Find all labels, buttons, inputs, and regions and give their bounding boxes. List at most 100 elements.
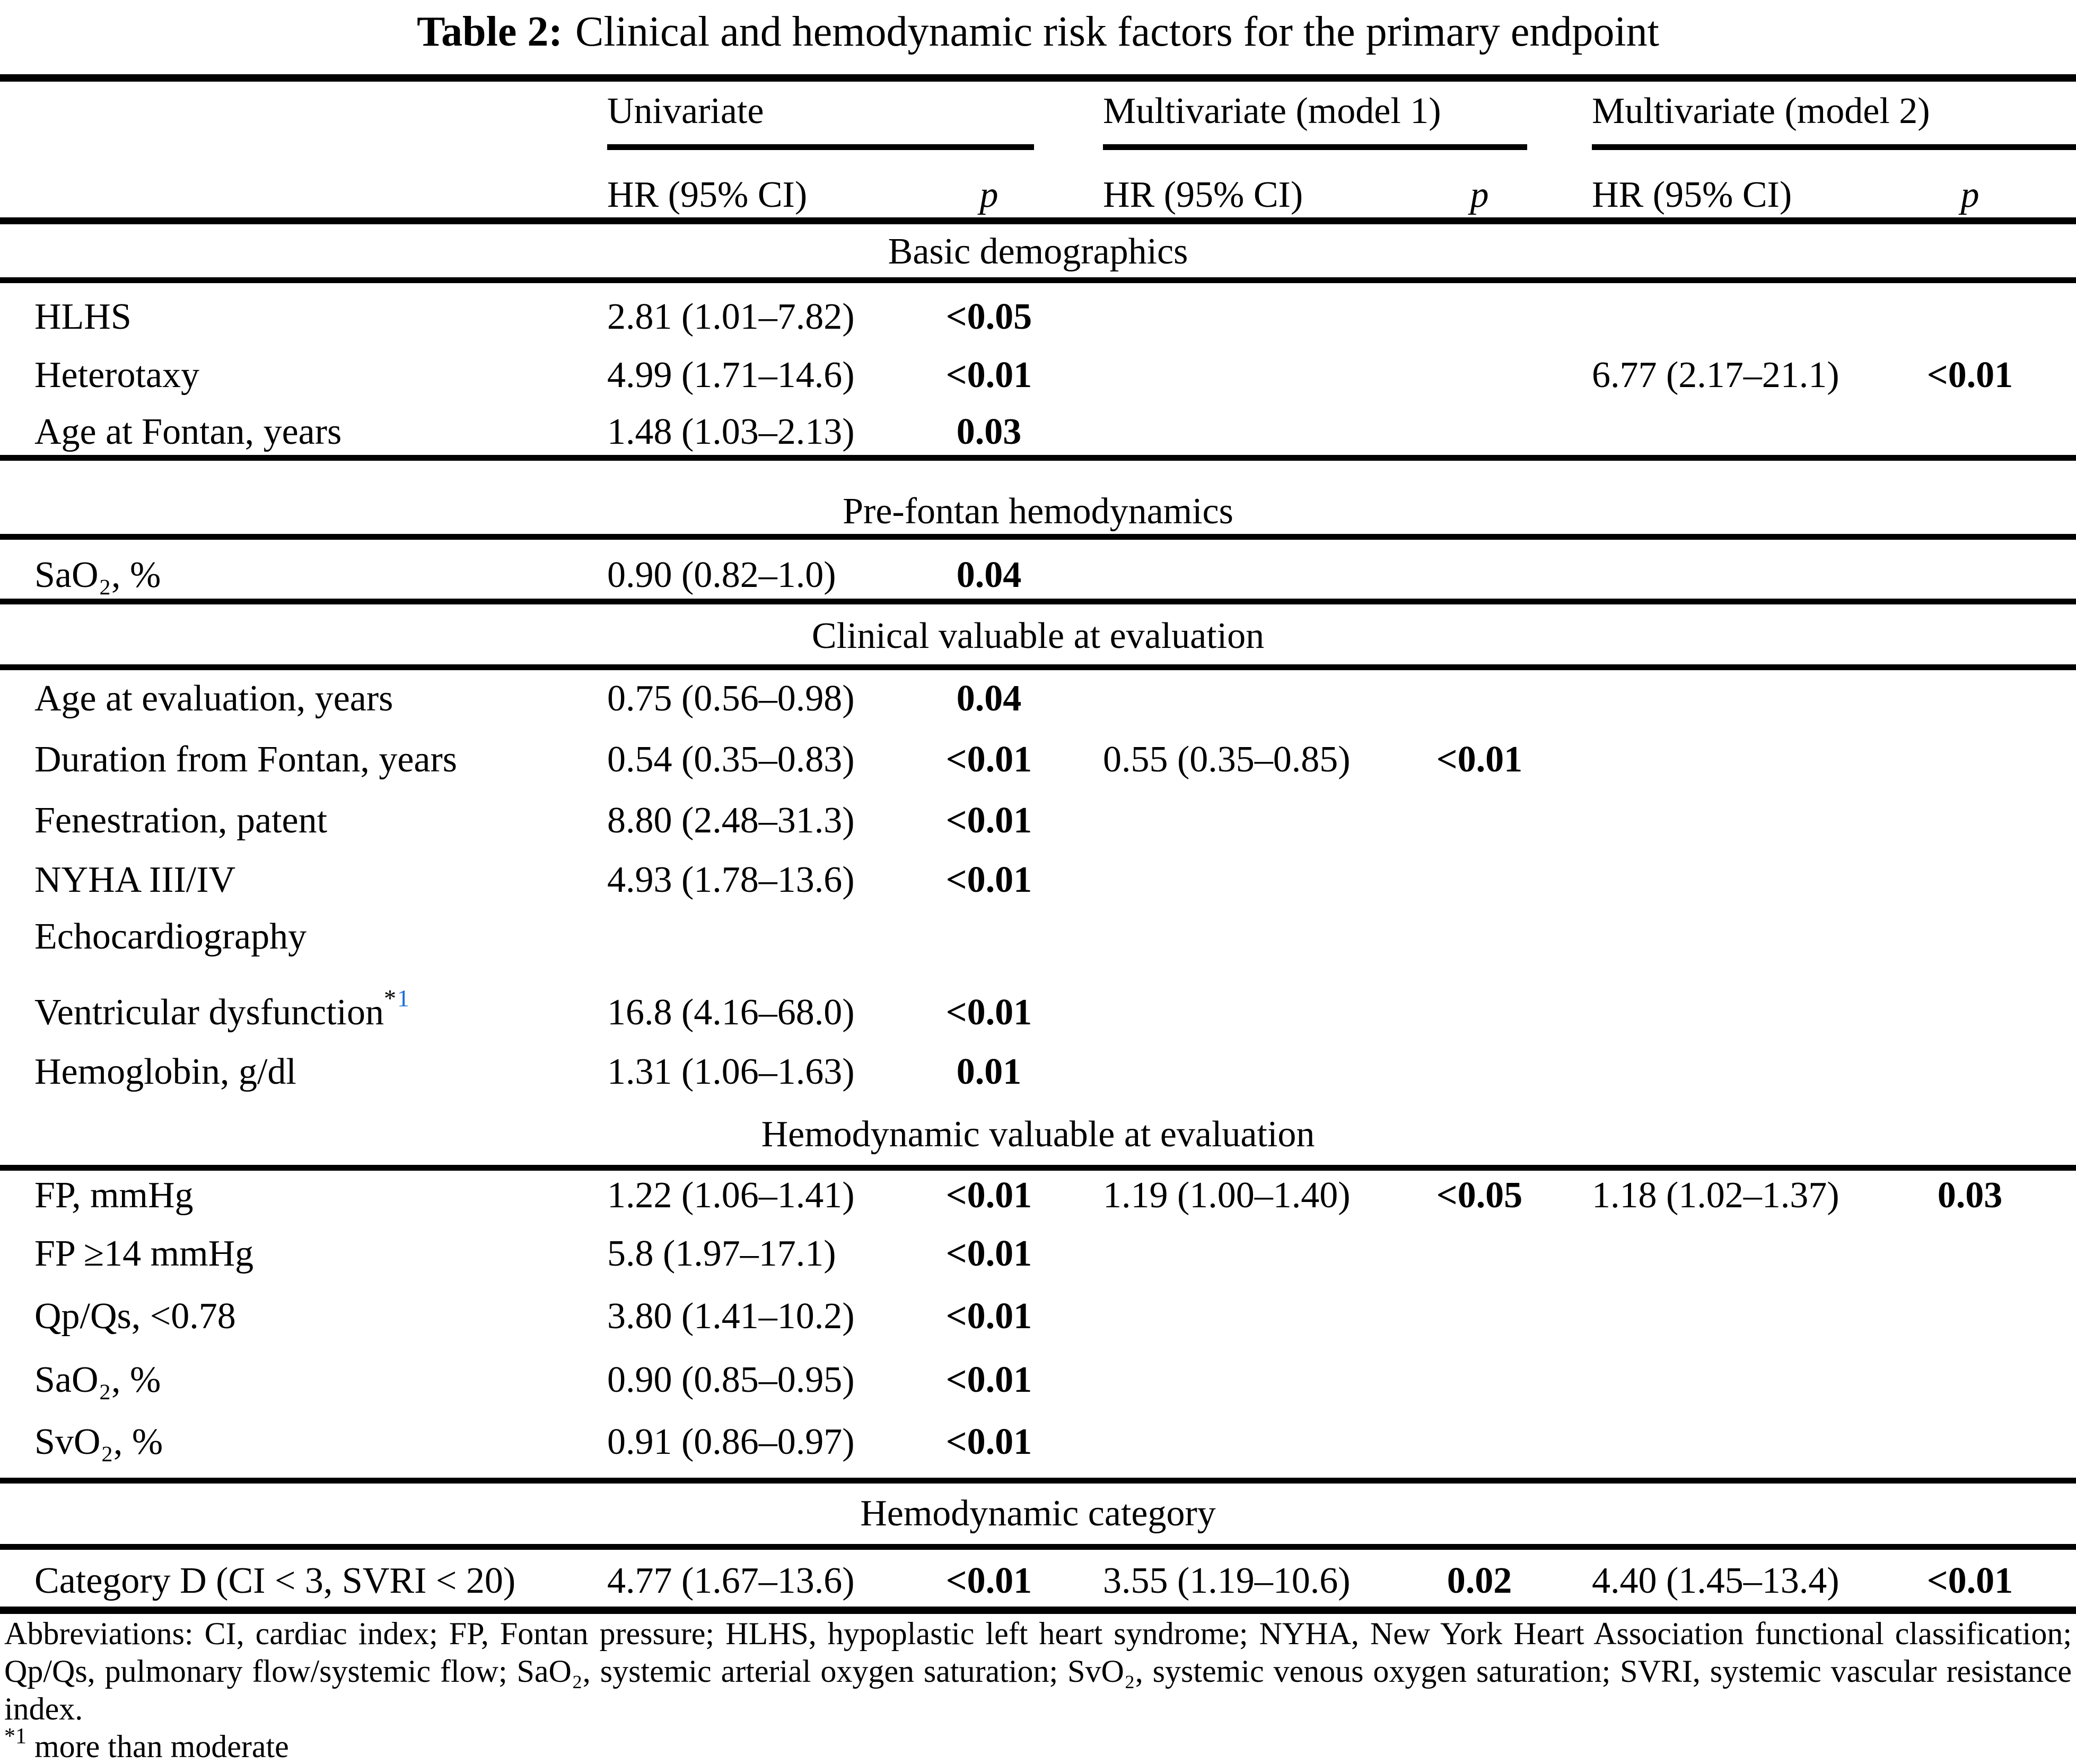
subheader-hr-univariate: HR (95% CI) (607, 174, 808, 215)
univariate-p-value: 0.01 (956, 1051, 1022, 1092)
row-label: FP ≥14 mmHg (34, 1233, 254, 1274)
model2-hr-value: 1.18 (1.02–1.37) (1592, 1175, 1840, 1216)
rule-above-prefontan (0, 455, 2076, 461)
row-label: SvO₂, % (34, 1421, 163, 1462)
row-label: SaO₂, % (34, 555, 161, 595)
table-row-heterotaxy: Heterotaxy 4.99 (1.71–14.6) <0.01 6.77 (… (0, 346, 2076, 405)
table-row-qpqs: Qp/Qs, <0.78 3.80 (1.41–10.2) <0.01 (0, 1287, 2076, 1346)
row-label: NYHA III/IV (34, 859, 236, 900)
univariate-p-value: <0.01 (945, 800, 1032, 841)
row-label: Heterotaxy (34, 355, 199, 396)
section-header-hemodynamic-valuable: Hemodynamic valuable at evaluation (761, 1114, 1315, 1155)
model1-p-value: <0.01 (1436, 739, 1523, 780)
table-row-nyha: NYHA III/IV 4.93 (1.78–13.6) <0.01 (0, 851, 2076, 909)
univariate-p-value: <0.01 (945, 1421, 1032, 1462)
univariate-p-value: <0.01 (945, 859, 1032, 900)
univariate-p-value: <0.01 (945, 1175, 1032, 1216)
table-footnotes: Abbreviations: CI, cardiac index; FP, Fo… (4, 1615, 2072, 1764)
footnote-ref-number[interactable]: 1 (397, 985, 410, 1012)
row-label: Echocardiography (34, 916, 307, 957)
section-header-hemodynamic-category: Hemodynamic category (860, 1493, 1216, 1534)
rule-header-bottom (0, 217, 2076, 224)
univariate-hr-value: 4.77 (1.67–13.6) (607, 1560, 855, 1601)
table-row-ventricular-dysfunction: Ventricular dysfunction*1 16.8 (4.16–68.… (0, 984, 2076, 1042)
model2-hr-value: 6.77 (2.17–21.1) (1592, 355, 1840, 396)
rule-above-clinical (0, 599, 2076, 604)
section-header-basic-demographics: Basic demographics (888, 231, 1188, 272)
univariate-hr-value: 16.8 (4.16–68.0) (607, 992, 855, 1033)
row-label: Fenestration, patent (34, 800, 328, 841)
univariate-hr-value: 0.91 (0.86–0.97) (607, 1421, 855, 1462)
univariate-p-value: <0.01 (945, 739, 1032, 780)
rule-below-clinical (0, 664, 2076, 670)
row-label: SaO₂, % (34, 1359, 161, 1400)
table-row-category-d: Category D (CI < 3, SVRI < 20) 4.77 (1.6… (0, 1552, 2076, 1610)
footnote-text: more than moderate (34, 1729, 289, 1764)
univariate-p-value: <0.01 (945, 1359, 1032, 1400)
univariate-p-value: 0.04 (956, 555, 1022, 595)
column-subheader-row: HR (95% CI) p HR (95% CI) p HR (95% CI) … (0, 166, 2076, 224)
row-label: FP, mmHg (34, 1175, 194, 1216)
model1-hr-value: 1.19 (1.00–1.40) (1103, 1175, 1351, 1216)
univariate-hr-value: 0.54 (0.35–0.83) (607, 739, 855, 780)
rule-univariate-underline (607, 144, 1034, 150)
rule-above-hemocategory (0, 1478, 2076, 1484)
subheader-hr-model1: HR (95% CI) (1103, 174, 1303, 215)
univariate-hr-value: 4.99 (1.71–14.6) (607, 355, 855, 396)
univariate-p-value: 0.03 (956, 411, 1022, 452)
row-label: Ventricular dysfunction*1 (34, 985, 410, 1033)
univariate-p-value: <0.01 (945, 992, 1032, 1033)
table-caption: Clinical and hemodynamic risk factors fo… (575, 8, 1659, 55)
row-label: Category D (CI < 3, SVRI < 20) (34, 1560, 516, 1601)
subheader-p-univariate: p (979, 174, 998, 215)
table-row-age-at-fontan: Age at Fontan, years 1.48 (1.03–2.13) 0.… (0, 403, 2076, 461)
univariate-hr-value: 0.90 (0.85–0.95) (607, 1359, 855, 1400)
rule-below-hemocategory (0, 1544, 2076, 1550)
univariate-hr-value: 1.48 (1.03–2.13) (607, 411, 855, 452)
row-label: Qp/Qs, <0.78 (34, 1296, 236, 1337)
row-label: Age at evaluation, years (34, 678, 393, 719)
rule-section-basic (0, 277, 2076, 283)
table-row-svo2: SvO₂, % 0.91 (0.86–0.97) <0.01 (0, 1413, 2076, 1471)
rule-below-hemovaluable (0, 1165, 2076, 1171)
model2-hr-value: 4.40 (1.45–13.4) (1592, 1560, 1840, 1601)
table-row-sao2-evaluation: SaO₂, % 0.90 (0.85–0.95) <0.01 (0, 1351, 2076, 1409)
table-title: Table 2: Clinical and hemodynamic risk fa… (0, 4, 2076, 59)
row-label: HLHS (34, 296, 132, 337)
univariate-hr-value: 2.81 (1.01–7.82) (607, 296, 855, 337)
univariate-p-value: <0.05 (945, 296, 1032, 337)
univariate-p-value: <0.01 (945, 1296, 1032, 1337)
table-row-hemoglobin: Hemoglobin, g/dl 1.31 (1.06–1.63) 0.01 (0, 1043, 2076, 1101)
univariate-p-value: <0.01 (945, 355, 1032, 396)
rule-top (0, 74, 2076, 82)
group-header-multivariate-1: Multivariate (model 1) (1103, 91, 1441, 131)
footnote-ref-star: * (383, 985, 397, 1012)
section-header-clinical-valuable: Clinical valuable at evaluation (811, 616, 1265, 656)
table-row-fp-ge14: FP ≥14 mmHg 5.8 (1.97–17.1) <0.01 (0, 1225, 2076, 1283)
table-row-hlhs: HLHS 2.81 (1.01–7.82) <0.05 (0, 288, 2076, 346)
univariate-hr-value: 4.93 (1.78–13.6) (607, 859, 855, 900)
footnote-reference: *1 (384, 985, 410, 1012)
subheader-p-model1: p (1470, 174, 1489, 215)
model1-p-value: <0.05 (1436, 1175, 1523, 1216)
univariate-p-value: 0.04 (956, 678, 1022, 719)
footnote-definition: *1 more than moderate (4, 1725, 2072, 1764)
subheader-hr-model2: HR (95% CI) (1592, 174, 1792, 215)
univariate-hr-value: 8.80 (2.48–31.3) (607, 800, 855, 841)
model2-p-value: <0.01 (1926, 355, 2013, 396)
univariate-hr-value: 3.80 (1.41–10.2) (607, 1296, 855, 1337)
abbreviations-note: Abbreviations: CI, cardiac index; FP, Fo… (4, 1616, 2072, 1726)
univariate-hr-value: 0.90 (0.82–1.0) (607, 555, 836, 595)
footnote-marker: *1 (4, 1724, 27, 1749)
model1-hr-value: 0.55 (0.35–0.85) (1103, 739, 1351, 780)
table-row-fp: FP, mmHg 1.22 (1.06–1.41) <0.01 1.19 (1.… (0, 1166, 2076, 1225)
section-header-prefontan-hemodynamics: Pre-fontan hemodynamics (843, 491, 1233, 532)
univariate-p-value: <0.01 (945, 1560, 1032, 1601)
table-row-fenestration: Fenestration, patent 8.80 (2.48–31.3) <0… (0, 792, 2076, 850)
rule-model1-underline (1103, 144, 1527, 150)
table-number: Table 2: (417, 8, 563, 55)
rule-model2-underline (1592, 144, 2076, 150)
subheader-p-model2: p (1960, 174, 1979, 215)
row-label: Duration from Fontan, years (34, 739, 458, 780)
